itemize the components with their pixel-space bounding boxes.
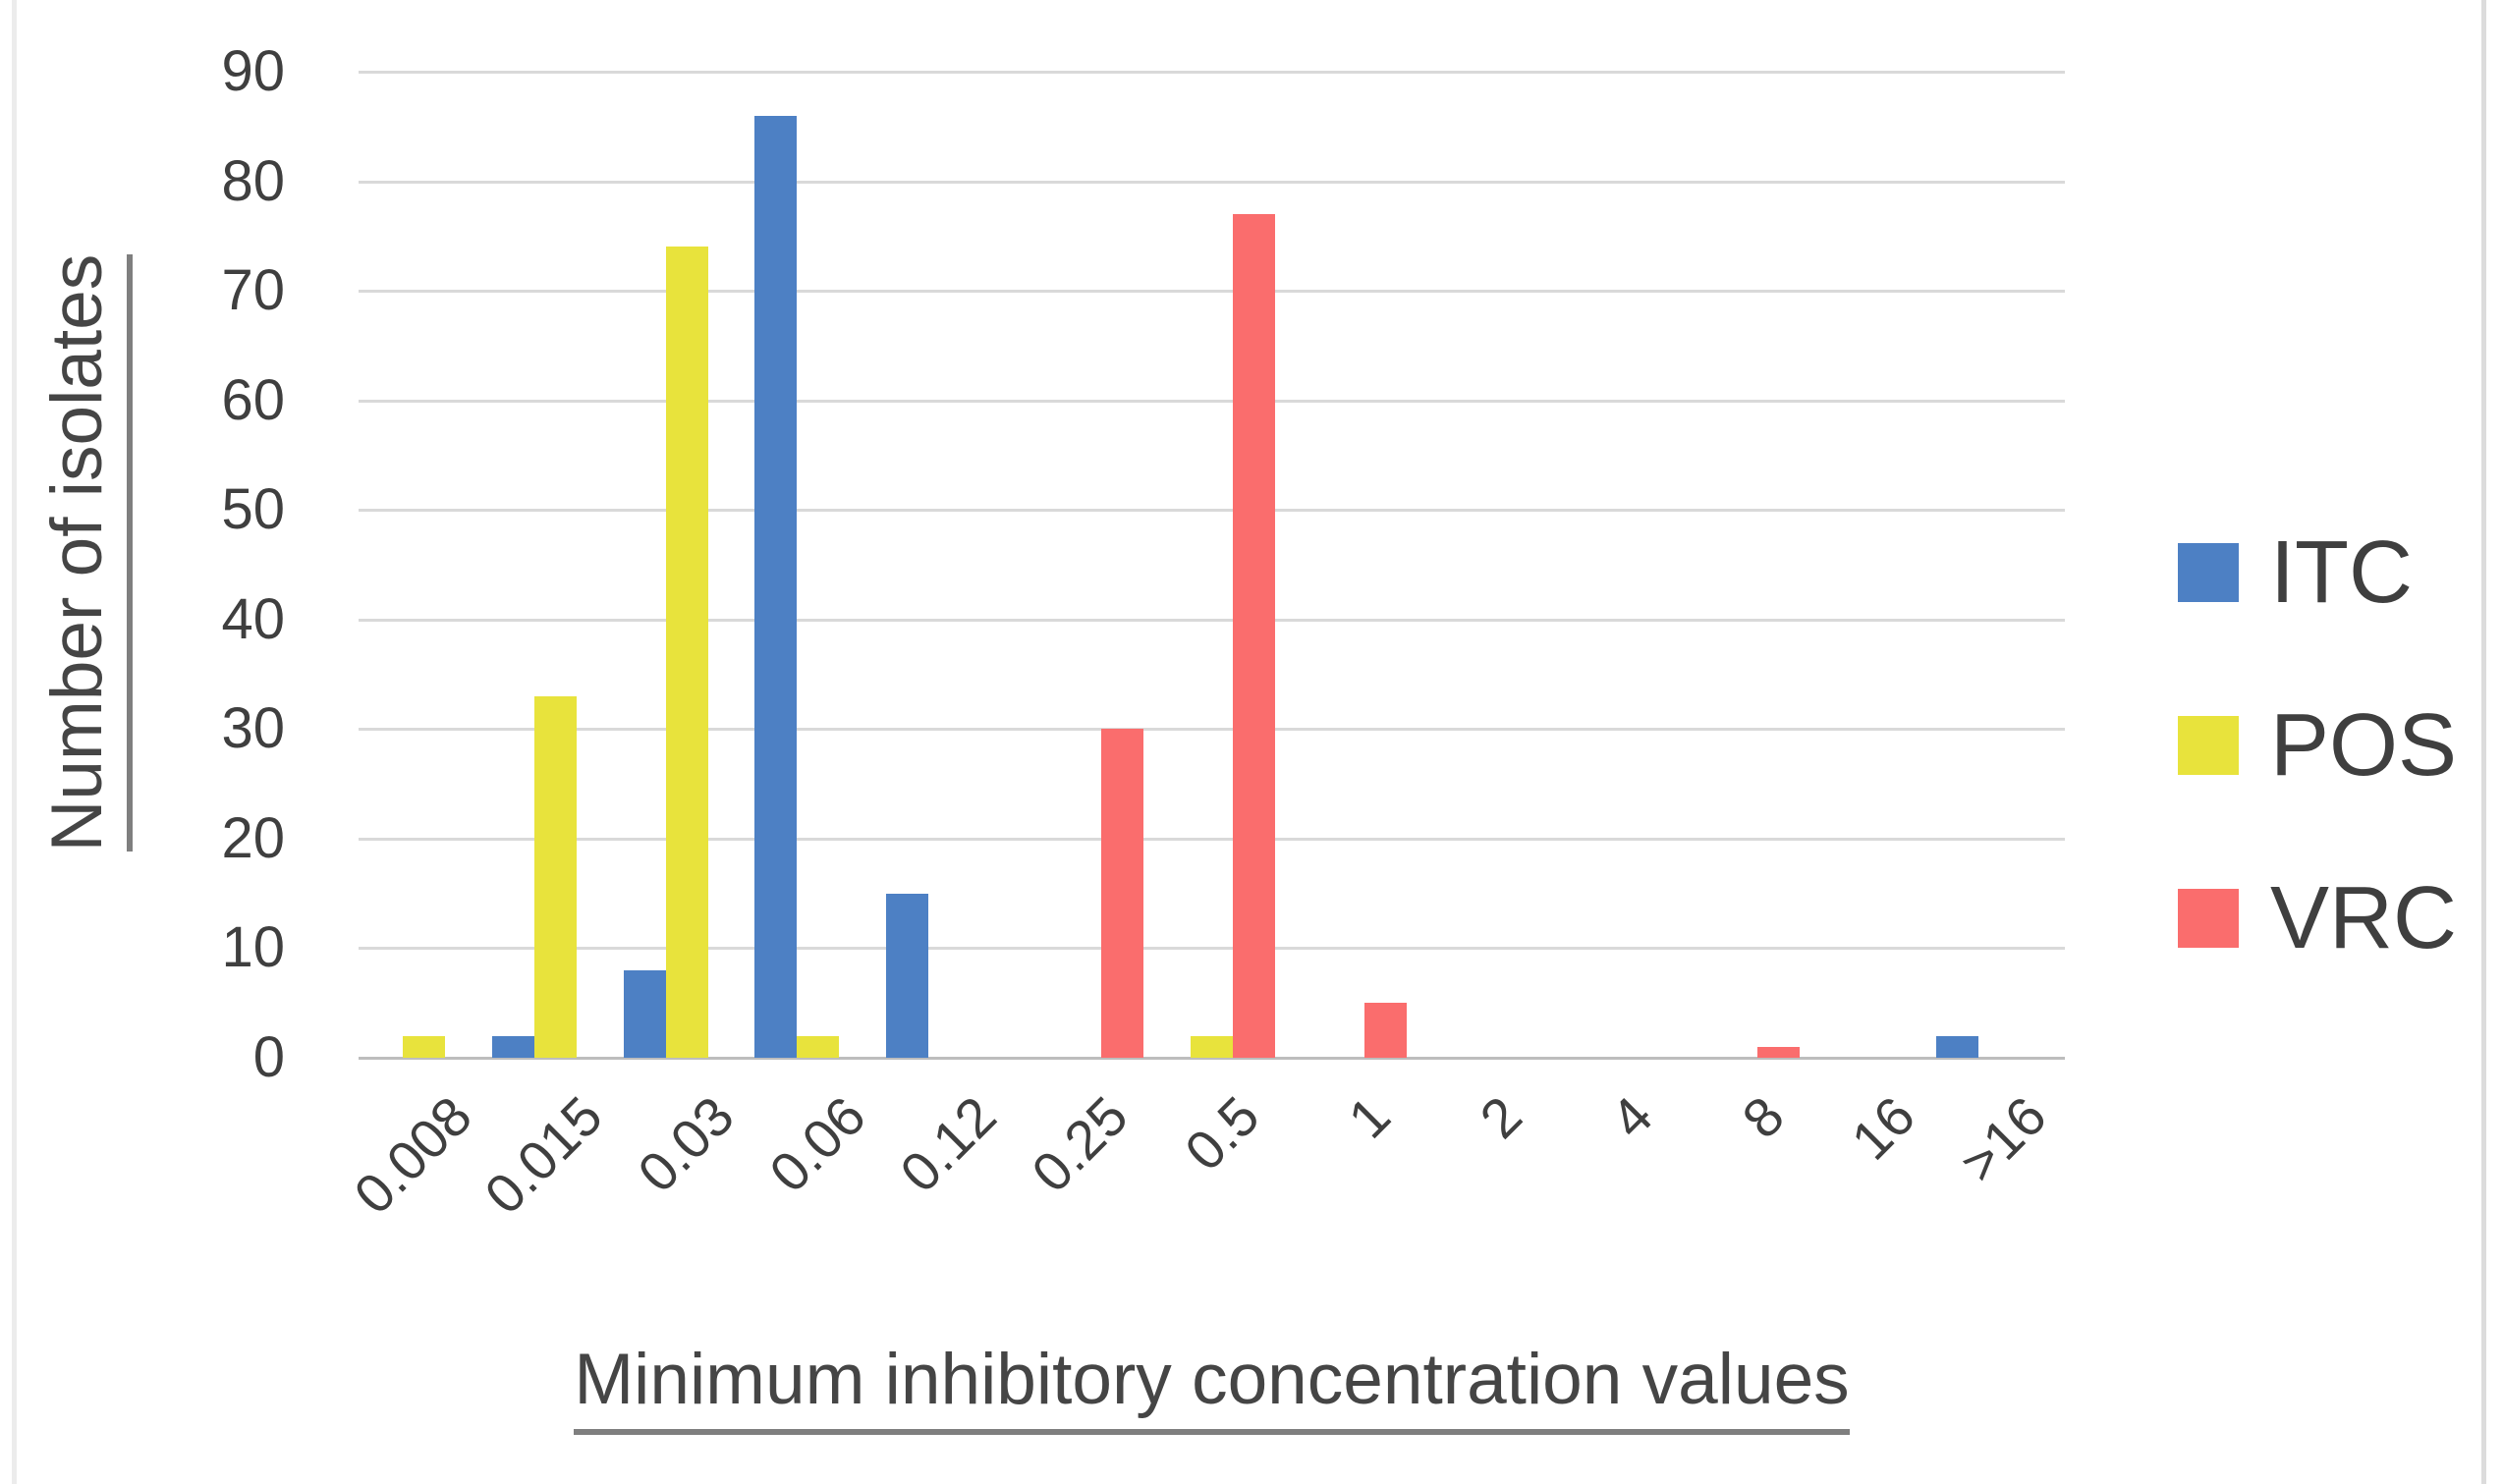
bar-itc-0.015 [491, 1035, 534, 1058]
x-tick-label-16: 16 [1839, 1084, 1927, 1172]
legend-swatch-pos [2178, 716, 2239, 775]
gridline-30 [359, 728, 2065, 732]
x-tick-label-0.5: 0.5 [1172, 1084, 1271, 1182]
bar-pos-0.06 [797, 1035, 840, 1058]
x-tick-label-2: 2 [1467, 1084, 1533, 1150]
x-tick-label-0.03: 0.03 [626, 1084, 746, 1204]
page-edge-line-left [12, 0, 17, 1484]
x-tick-label-0.008: 0.008 [341, 1084, 483, 1226]
gridline-80 [359, 180, 2065, 184]
gridline-90 [359, 71, 2065, 74]
y-tick-label-90: 90 [221, 39, 285, 103]
y-tick-label-30: 30 [221, 696, 285, 761]
bar-vrc-0.5 [1233, 214, 1275, 1058]
bar-vrc-0.25 [1101, 729, 1144, 1058]
x-axis-line [359, 1057, 2065, 1060]
y-tick-label-40: 40 [221, 586, 285, 651]
x-tick-label-0.25: 0.25 [1019, 1084, 1140, 1204]
y-tick-label-70: 70 [221, 258, 285, 323]
legend: ITC POS VRC [2178, 528, 2457, 962]
x-axis-title: Minimum inhibitory concentration values [574, 1341, 1850, 1435]
y-tick-label-60: 60 [221, 367, 285, 432]
bar-itc-0.06 [754, 115, 798, 1058]
bar-itc-0.12 [885, 893, 928, 1058]
gridline-70 [359, 290, 2065, 294]
x-tick-label-1: 1 [1336, 1084, 1402, 1150]
legend-swatch-vrc [2178, 889, 2239, 948]
y-tick-label-0: 0 [252, 1025, 285, 1089]
legend-item-itc: ITC [2178, 528, 2457, 617]
x-tick-label-0.06: 0.06 [756, 1084, 877, 1204]
bar-vrc-1 [1363, 1003, 1407, 1058]
bar-pos-0.008 [403, 1035, 446, 1058]
x-axis-title-wrap: Minimum inhibitory concentration values [359, 1341, 2065, 1435]
legend-label-pos: POS [2270, 696, 2458, 795]
y-tick-label-20: 20 [221, 805, 285, 870]
gridline-20 [359, 837, 2065, 841]
y-axis-title-wrap: Number of isolates [37, 239, 133, 867]
gridline-50 [359, 509, 2065, 513]
legend-item-pos: POS [2178, 701, 2457, 790]
bar-pos-0.015 [533, 695, 577, 1058]
bar-itc-0.03 [623, 969, 666, 1058]
y-tick-label-50: 50 [221, 477, 285, 542]
bar-vrc-8 [1757, 1046, 1801, 1058]
legend-item-vrc: VRC [2178, 874, 2457, 962]
bar-itc->16 [1935, 1035, 1978, 1058]
gridline-60 [359, 399, 2065, 403]
bar-pos-0.03 [665, 247, 708, 1058]
bar-pos-0.5 [1191, 1035, 1233, 1058]
x-tick-label->16: >16 [1948, 1084, 2058, 1194]
x-tick-label-0.12: 0.12 [888, 1084, 1009, 1204]
legend-swatch-itc [2178, 543, 2239, 602]
x-tick-label-8: 8 [1730, 1084, 1796, 1150]
gridline-10 [359, 947, 2065, 951]
y-tick-label-10: 10 [221, 915, 285, 980]
legend-label-itc: ITC [2270, 523, 2413, 622]
page-edge-line-right [2481, 0, 2486, 1484]
x-tick-label-4: 4 [1598, 1084, 1665, 1150]
gridline-40 [359, 618, 2065, 622]
legend-label-vrc: VRC [2270, 869, 2458, 967]
y-axis-title: Number of isolates [37, 253, 133, 852]
x-tick-label-0.015: 0.015 [473, 1084, 615, 1226]
y-tick-label-80: 80 [221, 148, 285, 213]
